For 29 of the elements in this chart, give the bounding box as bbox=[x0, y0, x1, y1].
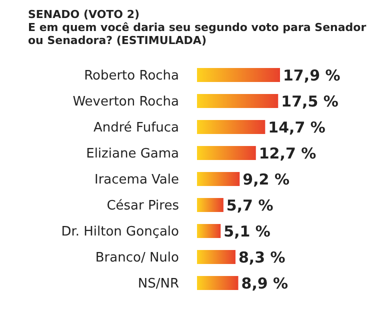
text: SENADO (VOTO 2) bbox=[28, 8, 141, 21]
bar bbox=[197, 276, 238, 290]
y-tick-label: Dr. Hilton Gonçalo bbox=[61, 224, 180, 240]
data-label: 8,9 % bbox=[241, 274, 288, 292]
y-tick-label: André Fufuca bbox=[93, 120, 179, 136]
y-tick-label: César Pires bbox=[106, 198, 180, 214]
data-label: 9,2 % bbox=[242, 170, 290, 188]
y-tick-label: NS/NR bbox=[138, 276, 179, 292]
chart-subtitle: E em quem você daria seu segundo voto para Senador ou Senadora? (ESTIMULADA) bbox=[28, 21, 368, 47]
data-label: 12,7 % bbox=[258, 144, 316, 162]
bar bbox=[197, 198, 224, 212]
y-tick-label: Eliziane Gama bbox=[86, 146, 179, 162]
bar bbox=[197, 146, 256, 160]
bar bbox=[197, 94, 278, 108]
bar bbox=[197, 172, 240, 186]
bar bbox=[197, 224, 221, 238]
data-label: 17,9 % bbox=[283, 66, 340, 84]
data-label: 14,7 % bbox=[268, 118, 326, 136]
data-label: 5,1 % bbox=[224, 222, 270, 240]
bar bbox=[197, 120, 266, 134]
y-tick-label: Weverton Rocha bbox=[72, 94, 179, 110]
y-tick-label: Roberto Rocha bbox=[84, 68, 179, 84]
y-tick-label: Branco/ Nulo bbox=[95, 250, 180, 266]
data-label: 5,7 % bbox=[226, 196, 274, 214]
data-label: 17,5 % bbox=[281, 92, 338, 110]
bar bbox=[197, 250, 236, 264]
data-label: 8,3 % bbox=[238, 248, 286, 266]
y-tick-label: Iracema Vale bbox=[94, 172, 179, 188]
bar bbox=[197, 68, 280, 82]
